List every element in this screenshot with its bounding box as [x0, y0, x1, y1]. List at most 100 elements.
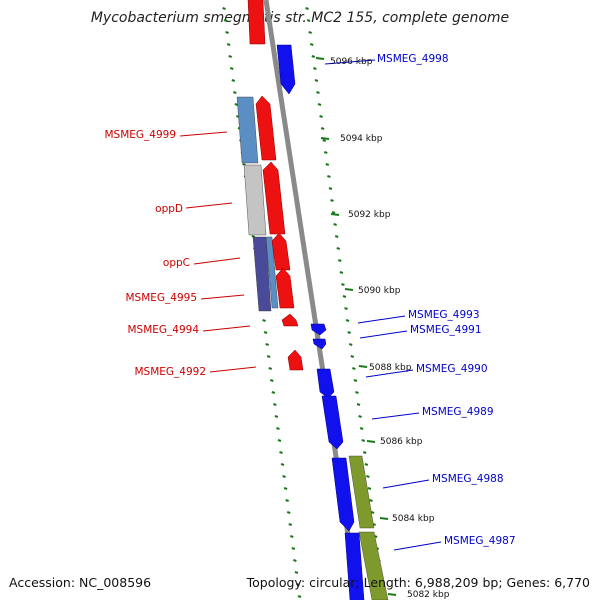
- topology-text: Topology: circular; Length: 6,988,209 bp…: [246, 575, 590, 590]
- cog-bar-4: [265, 236, 279, 309]
- reverse-gene-4: [316, 368, 335, 399]
- guide-dot: [308, 31, 312, 34]
- reverse-gene-label-7: MSMEG_4987: [444, 535, 516, 547]
- reverse-gene-5: [321, 395, 344, 450]
- scale-tick-3: [330, 213, 340, 216]
- scale-label-8: 5082 kbp: [407, 590, 450, 600]
- forward-gene-label-4: MSMEG_4995: [125, 292, 197, 304]
- guide-dot: [358, 415, 362, 418]
- cog-bars: [236, 96, 389, 600]
- cog-bar-6: [358, 531, 389, 600]
- guide-dot: [225, 31, 229, 34]
- guide-dot: [337, 259, 342, 262]
- guide-dot: [291, 547, 296, 550]
- forward-gene-label-1: MSMEG_4999: [104, 129, 176, 141]
- scale-label-6: 5086 kbp: [380, 437, 423, 447]
- scale-tick-1: [315, 57, 325, 60]
- guide-dot: [313, 67, 317, 70]
- cog-bar-5: [348, 455, 375, 529]
- reverse-gene-label-5: MSMEG_4989: [422, 406, 494, 418]
- scale-label-1: 5096 kbp: [330, 57, 373, 67]
- guide-dot: [282, 475, 286, 478]
- guide-dot: [280, 463, 285, 466]
- guide-dot: [222, 7, 226, 10]
- guide-dot: [330, 199, 334, 202]
- guide-dot: [322, 139, 327, 142]
- reverse-gene-3: [312, 338, 327, 350]
- guide-dot: [327, 175, 331, 178]
- guide-dot: [366, 475, 370, 478]
- cog-bar-1: [236, 96, 259, 164]
- reverse-gene-6: [331, 457, 355, 532]
- scale-tick-5: [358, 365, 368, 368]
- guide-dot: [309, 43, 314, 46]
- forward-leader-1: [179, 131, 228, 137]
- guide-dot: [320, 127, 325, 130]
- forward-leader-3: [193, 257, 241, 265]
- guide-dot: [369, 499, 373, 502]
- reverse-leader-2: [357, 315, 406, 324]
- reverse-leader-4: [365, 369, 414, 378]
- forward-leader-5: [202, 325, 251, 332]
- scale-tick-2: [320, 137, 330, 140]
- cog-bar-2: [243, 164, 267, 236]
- map-title: Mycobacterium smegmatis str. MC2 155, co…: [90, 10, 510, 26]
- guide-dot: [262, 319, 266, 322]
- scale-tick-7: [379, 517, 389, 520]
- guide-dot: [352, 367, 356, 370]
- forward-gene-4: [271, 232, 291, 271]
- guide-dot: [350, 355, 355, 358]
- gene-features: [247, 0, 365, 600]
- guide-dot: [293, 559, 297, 562]
- guide-dot: [364, 463, 369, 466]
- guide-dot: [232, 91, 237, 94]
- guide-dot: [266, 355, 271, 358]
- guide-dot: [356, 403, 361, 406]
- reverse-leader-7: [393, 541, 442, 551]
- guide-dot: [362, 451, 367, 454]
- reverse-gene-label-1: MSMEG_4998: [377, 53, 449, 65]
- guide-dot: [263, 331, 268, 334]
- label-leader-lines: [179, 59, 442, 551]
- scale-label-3: 5092 kbp: [348, 210, 391, 220]
- guide-dot: [325, 163, 330, 166]
- guide-dot: [277, 439, 282, 442]
- accession-text: Accession: NC_008596: [9, 575, 152, 590]
- forward-gene-6: [281, 313, 299, 327]
- guide-dot: [341, 283, 345, 286]
- guide-dot: [305, 7, 309, 10]
- forward-gene-label-3: oppC: [163, 257, 190, 269]
- forward-leader-2: [185, 202, 233, 209]
- guide-dot: [276, 427, 280, 430]
- forward-leader-4: [200, 294, 245, 300]
- guide-dot: [317, 103, 322, 106]
- guide-dot: [347, 331, 351, 334]
- guide-dot: [334, 235, 339, 238]
- guide-dot: [344, 307, 348, 310]
- reverse-gene-label-6: MSMEG_4988: [432, 473, 504, 485]
- forward-gene-7: [287, 349, 304, 371]
- guide-dot: [279, 451, 283, 454]
- scale-tick-4: [344, 288, 354, 291]
- guide-dot: [306, 19, 311, 22]
- reverse-gene-7: [344, 532, 365, 600]
- cog-bar-3: [252, 236, 272, 312]
- forward-gene-label-6: MSMEG_4992: [134, 366, 206, 378]
- guide-dot: [265, 343, 269, 346]
- reverse-gene-2: [310, 323, 327, 336]
- guide-dot: [359, 427, 364, 430]
- forward-gene-5: [275, 267, 295, 309]
- guide-dot: [367, 487, 372, 490]
- scale-ticks: [315, 57, 397, 596]
- guide-dot: [345, 319, 350, 322]
- guide-dot: [283, 487, 288, 490]
- guide-dot: [339, 271, 344, 274]
- scale-label-2: 5094 kbp: [340, 134, 383, 144]
- guide-dot: [273, 403, 277, 406]
- guide-dot: [336, 247, 341, 250]
- guide-dot: [231, 79, 236, 82]
- guide-dot: [286, 511, 291, 514]
- guide-dot: [294, 571, 299, 574]
